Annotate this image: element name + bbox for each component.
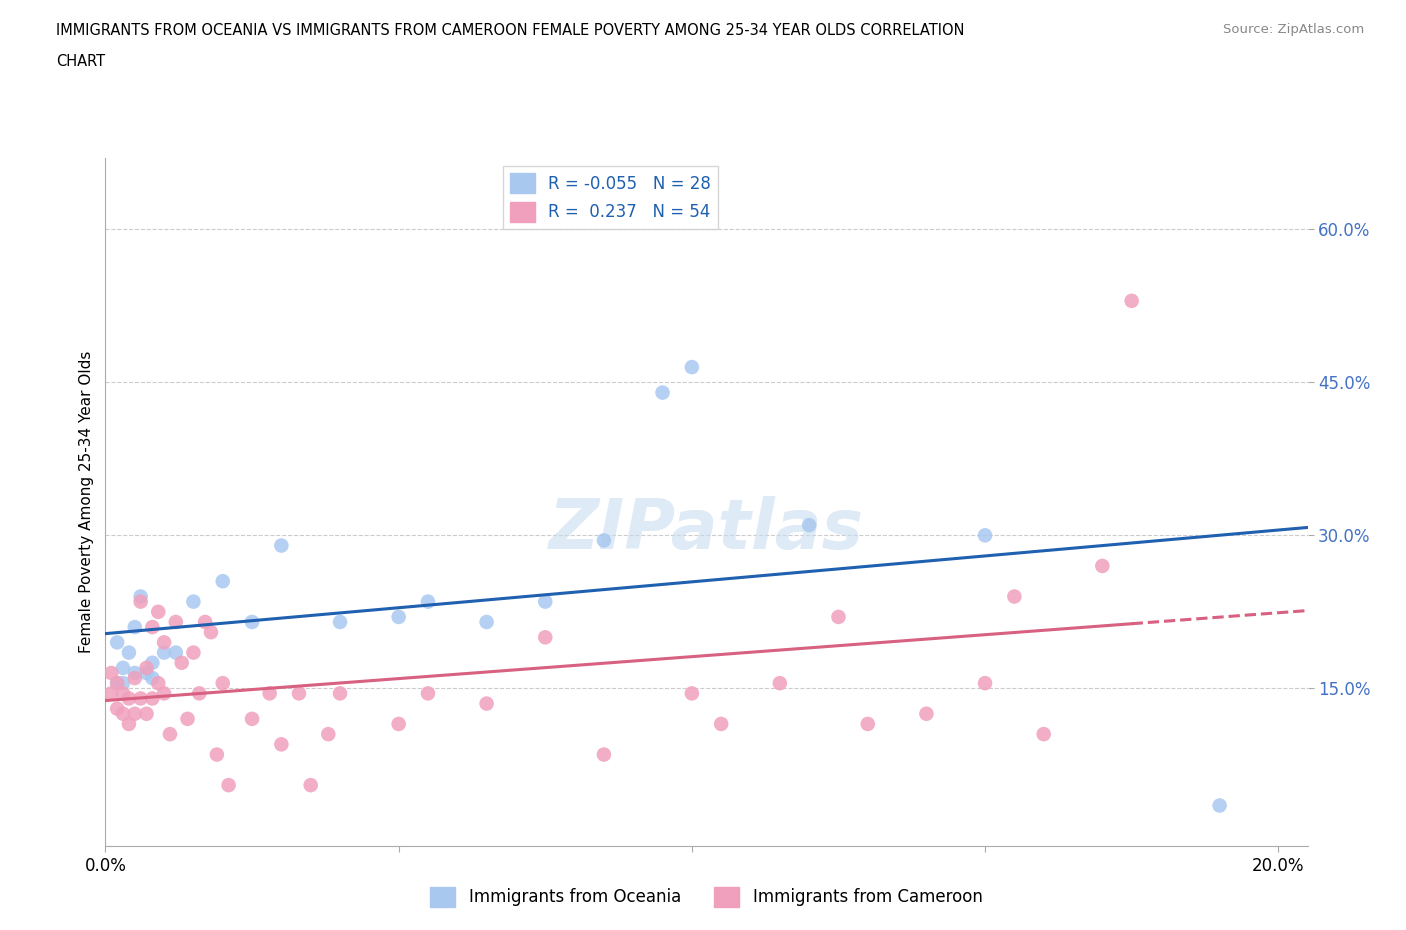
Point	[112, 660, 135, 675]
Point	[176, 711, 198, 726]
Text: IMMIGRANTS FROM OCEANIA VS IMMIGRANTS FROM CAMEROON FEMALE POVERTY AMONG 25-34 Y: IMMIGRANTS FROM OCEANIA VS IMMIGRANTS FR…	[56, 23, 965, 38]
Point	[170, 656, 193, 671]
Point	[240, 711, 263, 726]
Point	[100, 666, 122, 681]
Point	[105, 635, 128, 650]
Legend: Immigrants from Oceania, Immigrants from Cameroon: Immigrants from Oceania, Immigrants from…	[423, 880, 990, 913]
Point	[1091, 559, 1114, 574]
Point	[534, 630, 557, 644]
Point	[124, 619, 146, 634]
Point	[681, 360, 703, 375]
Point	[259, 686, 281, 701]
Point	[974, 676, 997, 691]
Point	[153, 645, 176, 660]
Point	[329, 686, 352, 701]
Point	[141, 671, 163, 685]
Point	[270, 737, 292, 751]
Point	[124, 666, 146, 681]
Point	[112, 676, 135, 691]
Point	[797, 518, 820, 533]
Point	[129, 594, 152, 609]
Point	[124, 706, 146, 721]
Point	[1208, 798, 1230, 813]
Point	[475, 615, 498, 630]
Y-axis label: Female Poverty Among 25-34 Year Olds: Female Poverty Among 25-34 Year Olds	[79, 351, 94, 654]
Point	[194, 615, 217, 630]
Point	[141, 619, 163, 634]
Point	[270, 538, 292, 553]
Point	[112, 686, 135, 701]
Point	[141, 656, 163, 671]
Point	[118, 716, 141, 731]
Point	[159, 726, 181, 741]
Point	[388, 609, 411, 624]
Point	[124, 671, 146, 685]
Point	[135, 666, 157, 681]
Point	[105, 701, 128, 716]
Point	[416, 594, 439, 609]
Point	[299, 777, 322, 792]
Point	[240, 615, 263, 630]
Point	[1121, 293, 1143, 308]
Point	[218, 777, 240, 792]
Point	[118, 645, 141, 660]
Point	[200, 625, 222, 640]
Point	[148, 676, 170, 691]
Point	[129, 589, 152, 604]
Point	[827, 609, 849, 624]
Point	[153, 686, 176, 701]
Text: ZIPatlas: ZIPatlas	[548, 497, 865, 564]
Point	[105, 676, 128, 691]
Point	[183, 645, 205, 660]
Point	[388, 716, 411, 731]
Point	[211, 574, 233, 589]
Point	[1032, 726, 1054, 741]
Point	[475, 697, 498, 711]
Text: CHART: CHART	[56, 54, 105, 69]
Point	[118, 691, 141, 706]
Point	[165, 615, 187, 630]
Point	[974, 528, 997, 543]
Point	[856, 716, 879, 731]
Point	[112, 706, 135, 721]
Point	[651, 385, 673, 400]
Point	[183, 594, 205, 609]
Point	[329, 615, 352, 630]
Point	[105, 676, 128, 691]
Point	[135, 706, 157, 721]
Point	[153, 635, 176, 650]
Point	[593, 533, 616, 548]
Point	[593, 747, 616, 762]
Point	[915, 706, 938, 721]
Point	[129, 691, 152, 706]
Point	[211, 676, 233, 691]
Point	[141, 691, 163, 706]
Point	[288, 686, 311, 701]
Point	[416, 686, 439, 701]
Point	[534, 594, 557, 609]
Point	[148, 604, 170, 619]
Point	[710, 716, 733, 731]
Point	[100, 686, 122, 701]
Text: Source: ZipAtlas.com: Source: ZipAtlas.com	[1223, 23, 1364, 36]
Point	[1002, 589, 1025, 604]
Point	[681, 686, 703, 701]
Point	[316, 726, 339, 741]
Point	[165, 645, 187, 660]
Point	[205, 747, 228, 762]
Point	[769, 676, 792, 691]
Point	[135, 660, 157, 675]
Point	[188, 686, 211, 701]
